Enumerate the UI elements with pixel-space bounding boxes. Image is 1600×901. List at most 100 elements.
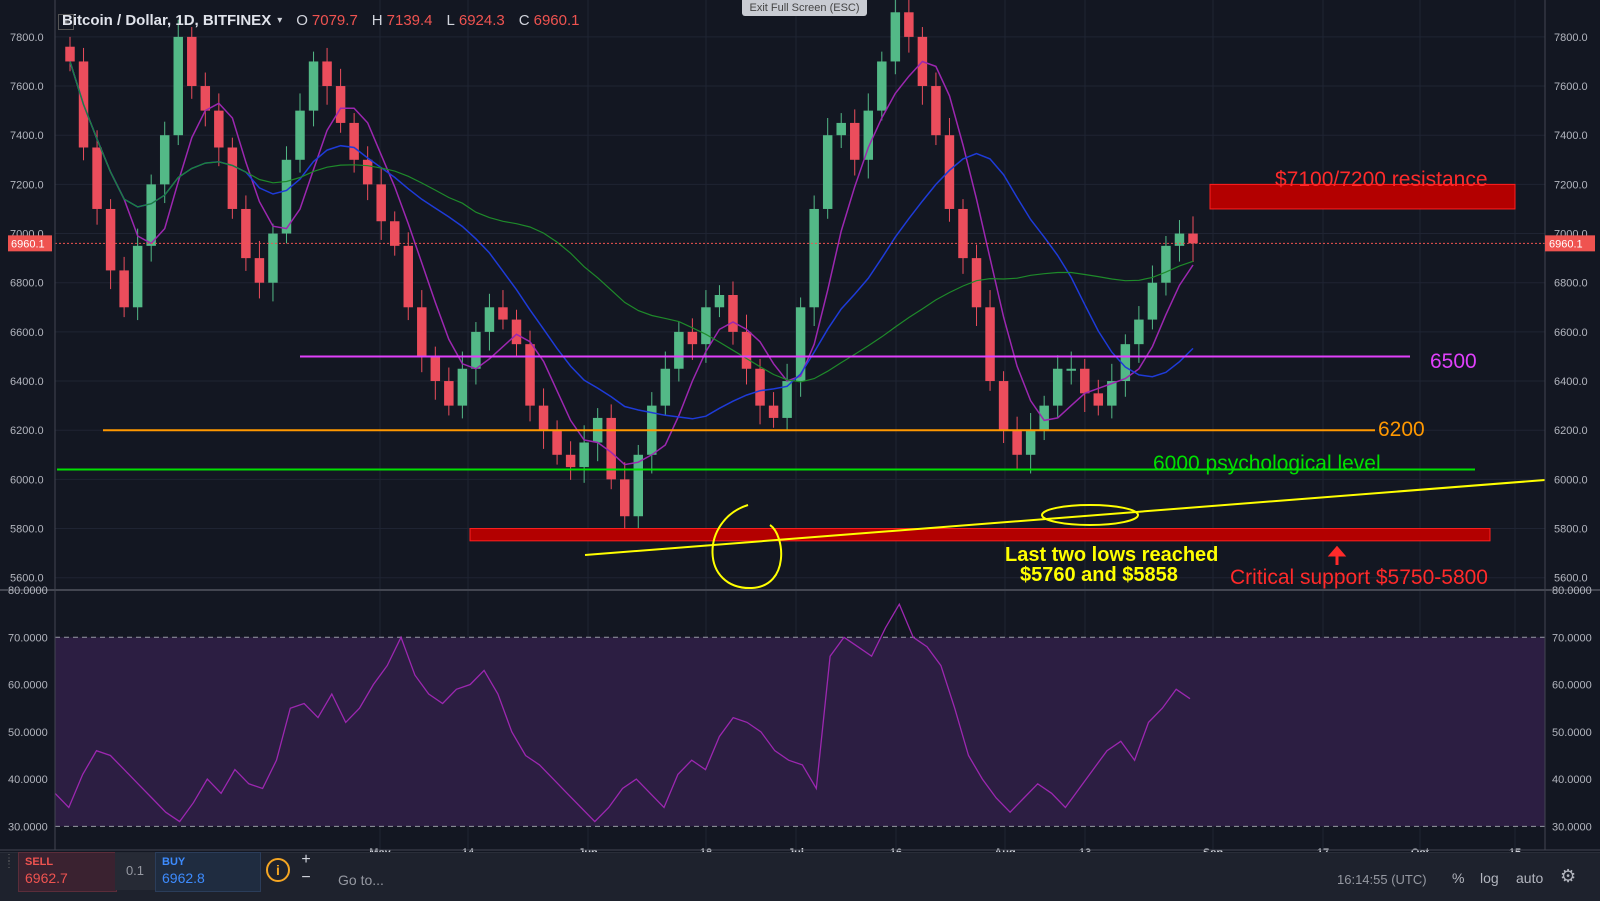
candle-body xyxy=(457,368,468,406)
candle-body xyxy=(498,307,508,320)
candle-body xyxy=(159,135,170,185)
candle-body xyxy=(1093,393,1104,406)
close-value: 6960.1 xyxy=(533,12,580,29)
trendline xyxy=(584,479,1546,556)
candle-body xyxy=(1052,368,1063,406)
candle-body xyxy=(944,135,955,209)
log-toggle[interactable]: log xyxy=(1480,870,1499,886)
open-label: O xyxy=(296,12,308,29)
candle-body xyxy=(863,110,874,160)
critical-support-zone xyxy=(469,528,1491,542)
candle-body xyxy=(836,122,846,136)
price-tick-label-left: 6000.0 xyxy=(10,474,44,486)
rsi-tick-label: 40.0000 xyxy=(1552,774,1592,786)
symbol-header: Bitcoin / Dollar, 1D, BITFINEX ▾ O 7079.7… xyxy=(62,12,580,29)
candle-body xyxy=(430,356,441,382)
gear-icon[interactable]: ⚙ xyxy=(1560,866,1577,886)
candle-body xyxy=(1134,319,1144,345)
candle-body xyxy=(92,147,102,209)
auto-toggle[interactable]: auto xyxy=(1516,870,1544,886)
plus-icon[interactable]: + xyxy=(301,851,311,868)
candle-body xyxy=(105,208,116,271)
sell-label: SELL xyxy=(25,856,54,868)
price-tick-label: 5600.0 xyxy=(1554,573,1588,585)
candle-body xyxy=(619,479,630,517)
rsi-band xyxy=(55,636,1545,827)
candle-body xyxy=(146,184,156,246)
candle-body xyxy=(1188,233,1198,244)
candle-body xyxy=(633,454,644,517)
sell-button[interactable]: SELL 6962.7 xyxy=(18,852,117,892)
chevron-down-icon[interactable]: ▾ xyxy=(277,15,283,26)
candle-body xyxy=(1147,282,1158,320)
ma-long-line xyxy=(69,61,1194,383)
candle-body xyxy=(119,270,129,308)
ma-short-line xyxy=(69,60,1194,466)
candle-body xyxy=(674,331,684,369)
candle-body xyxy=(1120,344,1131,382)
current-price-tag-right-label: 6960.1 xyxy=(1549,238,1583,250)
open-value: 7079.7 xyxy=(311,12,358,29)
candle-body xyxy=(1161,245,1171,283)
candle-body xyxy=(1066,368,1076,371)
percent-toggle[interactable]: % xyxy=(1452,870,1465,886)
candles-layer xyxy=(65,0,1198,532)
price-tick-label: 6600.0 xyxy=(1554,327,1588,339)
rsi-tick-label: 60.0000 xyxy=(1552,680,1592,692)
high-label: H xyxy=(371,12,383,29)
candle-body xyxy=(132,245,143,308)
candle-body xyxy=(1107,381,1117,406)
price-tick-label: 6000.0 xyxy=(1554,474,1588,486)
candle-body xyxy=(890,12,901,62)
exit-fullscreen-button[interactable]: Exit Full Screen (ESC) xyxy=(742,0,867,16)
price-tick-label-left: 7800.0 xyxy=(10,32,44,44)
spread-value: 0.1 xyxy=(115,852,155,890)
price-tick-label-left: 5800.0 xyxy=(10,524,44,536)
candle-body xyxy=(471,331,481,369)
candle-body xyxy=(958,208,968,259)
rsi-tick-label-left: 70.0000 xyxy=(8,632,48,644)
level-6000-annotation: 6000 psychological level xyxy=(1153,452,1381,475)
price-tick-label-left: 7600.0 xyxy=(10,81,44,93)
rsi-tick-label-left: 80.0000 xyxy=(8,585,48,597)
candle-body xyxy=(728,295,738,332)
critical-support-annotation: Critical support $5750-5800 xyxy=(1230,566,1488,589)
candle-body xyxy=(254,258,265,283)
candle-body xyxy=(877,61,887,111)
candle-body xyxy=(403,245,413,308)
low-value: 6924.3 xyxy=(458,12,505,29)
low-circle-2 xyxy=(1041,504,1139,526)
horizontal-levels xyxy=(55,183,1546,590)
current-price-tag-left-label: 6960.1 xyxy=(11,238,45,250)
candle-body xyxy=(850,122,860,160)
rsi-tick-label-left: 60.0000 xyxy=(8,680,48,692)
candle-body xyxy=(1012,430,1022,455)
drag-handle-icon[interactable]: ⋮ ⋮ xyxy=(4,853,14,870)
candle-body xyxy=(187,36,197,87)
info-icon[interactable]: i xyxy=(266,858,290,882)
price-tick-label: 7200.0 xyxy=(1554,179,1588,191)
rsi-tick-label: 30.0000 xyxy=(1552,821,1592,833)
candle-body xyxy=(1039,405,1049,431)
lows-annotation-line2: $5760 and $5858 xyxy=(1020,564,1178,586)
candle-body xyxy=(565,454,576,468)
candle-body xyxy=(362,159,373,185)
candle-body xyxy=(606,417,616,480)
lows-annotation-line1: Last two lows reached xyxy=(1005,544,1218,566)
candle-body xyxy=(822,135,833,209)
level-6200-annotation: 6200 xyxy=(1378,418,1425,441)
add-symbol-icon[interactable]: + xyxy=(58,14,74,30)
price-tick-label-left: 7400.0 xyxy=(10,130,44,142)
candle-body xyxy=(173,36,183,136)
price-tick-label-left: 5600.0 xyxy=(10,573,44,585)
high-value: 7139.4 xyxy=(386,12,433,29)
price-tick-label: 5800.0 xyxy=(1554,524,1588,536)
price-tick-label-left: 6600.0 xyxy=(10,327,44,339)
candle-body xyxy=(701,307,711,345)
goto-button[interactable]: Go to... xyxy=(338,872,384,888)
buy-button[interactable]: BUY 6962.8 xyxy=(155,852,261,892)
symbol-title[interactable]: Bitcoin / Dollar, 1D, BITFINEX xyxy=(62,12,272,29)
minus-icon[interactable]: − xyxy=(301,869,311,886)
candle-body xyxy=(281,159,292,234)
